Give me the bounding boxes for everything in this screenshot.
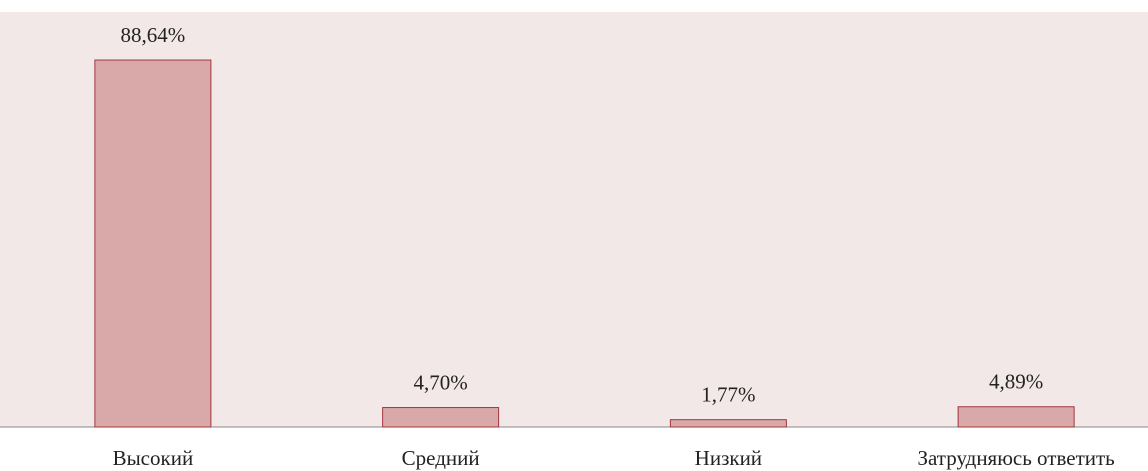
x-tick-label: Средний (402, 446, 480, 470)
bar (669, 419, 787, 428)
value-label: 4,89% (989, 370, 1043, 394)
bar (382, 407, 500, 428)
x-tick-label: Высокий (113, 446, 194, 470)
bar (957, 406, 1075, 428)
x-tick-label: Затрудняюсь ответить (918, 446, 1115, 470)
x-tick-label: Низкий (695, 446, 762, 470)
value-label: 1,77% (701, 382, 755, 406)
bar (94, 59, 212, 428)
value-label: 4,70% (414, 370, 468, 394)
value-label: 88,64% (121, 23, 186, 47)
